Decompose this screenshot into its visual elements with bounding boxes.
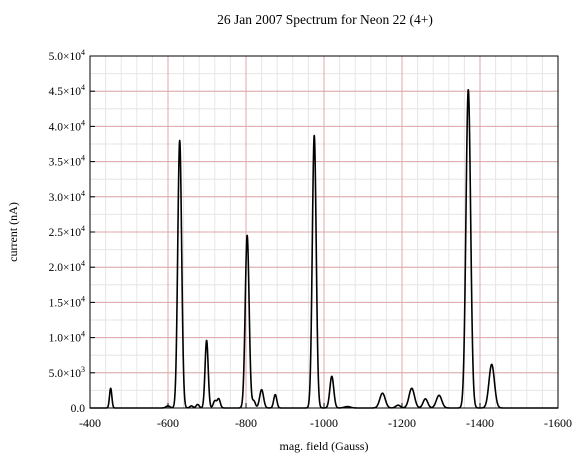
x-tick-label: -1000 (310, 416, 338, 430)
y-axis-label: current (nA) (6, 202, 20, 262)
x-axis-label: mag. field (Gauss) (280, 439, 369, 453)
y-tick-label: 2.5×104 (49, 224, 85, 239)
x-tick-label: -1400 (466, 416, 494, 430)
y-tick-label: 3.5×104 (49, 154, 85, 169)
x-tick-label: -400 (79, 416, 101, 430)
y-tick-label: 5.0×104 (49, 48, 85, 63)
y-tick-label: 4.0×104 (49, 118, 85, 133)
y-tick-label: 2.0×104 (49, 259, 85, 274)
x-tick-label: -1600 (544, 416, 572, 430)
y-axis-ticks: 0.0 5.0×103 1.0×104 1.5×104 2.0×104 2.5×104 3.… (49, 48, 95, 415)
y-tick-label: 0.0 (71, 403, 86, 415)
x-tick-label: -600 (157, 416, 179, 430)
x-tick-label: -800 (235, 416, 257, 430)
y-tick-label: 1.0×104 (49, 330, 85, 345)
x-axis-ticks: -400 -600 -800 -1000 -1200 -1400 -1600 (79, 403, 572, 430)
x-tick-label: -1200 (388, 416, 416, 430)
y-tick-label: 4.5×104 (49, 83, 85, 98)
y-tick-label: 3.0×104 (49, 189, 85, 204)
y-tick-label: 5.0×103 (49, 365, 85, 380)
y-tick-label: 1.5×104 (49, 294, 85, 309)
chart-title: 26 Jan 2007 Spectrum for Neon 22 (4+) (217, 12, 433, 27)
